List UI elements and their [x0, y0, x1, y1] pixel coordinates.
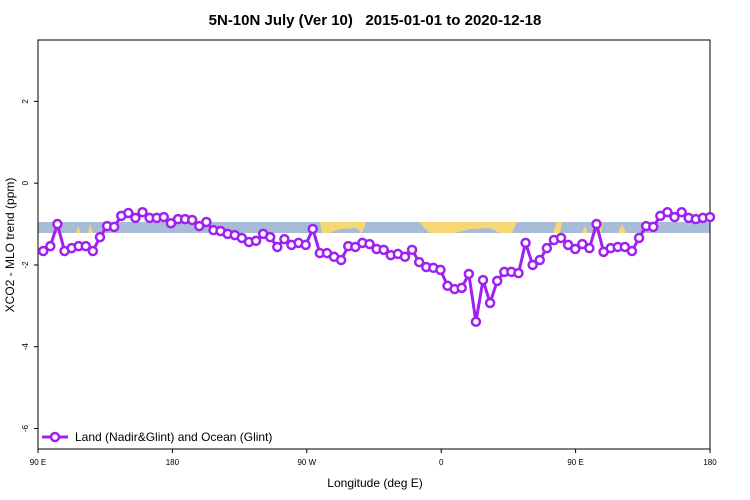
- data-point: [80, 240, 92, 252]
- data-point: [555, 232, 567, 244]
- y-tick-label: -4: [21, 343, 30, 351]
- data-point: [137, 206, 148, 218]
- data-point: [158, 211, 170, 223]
- data-point: [201, 216, 212, 228]
- data-point: [591, 218, 602, 230]
- data-point: [186, 214, 198, 226]
- data-point: [435, 264, 446, 276]
- x-tick-label: 180: [166, 458, 180, 467]
- ocean-band: [38, 222, 710, 233]
- data-point: [335, 254, 347, 266]
- data-point: [676, 206, 687, 218]
- data-point: [94, 231, 106, 243]
- data-point: [626, 245, 638, 257]
- data-point: [704, 211, 716, 223]
- data-point: [662, 206, 673, 218]
- data-point: [378, 244, 389, 256]
- data-point: [399, 251, 411, 263]
- data-point: [45, 240, 56, 252]
- data-point: [491, 275, 503, 287]
- data-point: [541, 242, 553, 254]
- data-point: [633, 232, 645, 244]
- data-point: [364, 238, 375, 250]
- data-point: [279, 233, 290, 245]
- data-point: [520, 237, 531, 249]
- data-point: [484, 297, 496, 309]
- data-point: [123, 207, 134, 219]
- y-axis-label: XCO2 - MLO trend (ppm): [3, 178, 17, 313]
- legend-marker: [49, 431, 61, 443]
- y-tick-label: -2: [21, 261, 30, 269]
- data-point: [406, 244, 418, 256]
- legend-label: Land (Nadir&Glint) and Ocean (Glint): [75, 430, 272, 444]
- data-point: [307, 223, 319, 235]
- data-point: [272, 241, 283, 253]
- x-tick-label: 0: [439, 458, 444, 467]
- plot-frame: [37, 39, 711, 450]
- data-point: [534, 254, 546, 266]
- x-tick-label: 90 E: [30, 458, 46, 467]
- data-point: [470, 316, 482, 328]
- chart-title: 5N-10N July (Ver 10) 2015-01-01 to 2020-…: [209, 12, 542, 29]
- land-band: [76, 222, 626, 233]
- x-tick-label: 90 E: [567, 458, 583, 467]
- data-point: [413, 256, 425, 268]
- data-point: [513, 267, 524, 279]
- y-tick-label: -6: [21, 424, 30, 432]
- data-point: [669, 211, 680, 223]
- data-point: [463, 268, 475, 280]
- data-point: [52, 218, 63, 230]
- data-point: [300, 239, 311, 251]
- data-point: [108, 221, 120, 233]
- x-tick-label: 180: [703, 458, 717, 467]
- data-point: [456, 282, 467, 294]
- data-point: [87, 245, 99, 257]
- data-point: [477, 274, 489, 286]
- data-point: [130, 212, 141, 224]
- surface-band: [38, 222, 710, 233]
- data-point: [250, 235, 262, 247]
- x-tick-label: 90 W: [297, 458, 316, 467]
- data-point: [584, 242, 595, 254]
- x-axis-label: Longitude (deg E): [327, 476, 422, 490]
- legend: Land (Nadir&Glint) and Ocean (Glint): [42, 430, 272, 444]
- data-point: [37, 245, 49, 257]
- y-tick-label: 0: [21, 180, 30, 185]
- data-point: [569, 243, 581, 255]
- data-point: [264, 231, 276, 243]
- y-tick-label: 2: [21, 99, 30, 104]
- data-point: [527, 259, 538, 271]
- data-point: [648, 221, 659, 233]
